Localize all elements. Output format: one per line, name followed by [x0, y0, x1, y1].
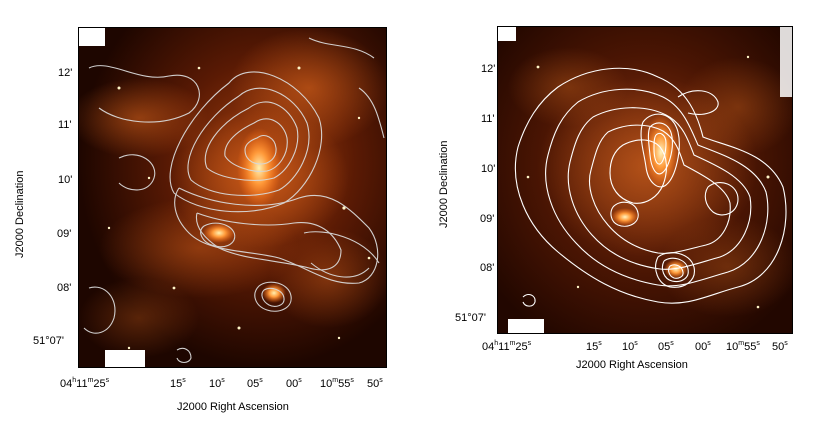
left-y-tick: 09' [57, 228, 72, 240]
left-y-tick: 11' [58, 119, 72, 131]
right-x-tick: 05s [658, 340, 674, 353]
right-y-axis-label: J2000 Declination [438, 140, 450, 228]
right-y-tick: 09' [480, 213, 495, 225]
right-y-tick: 51°07' [455, 312, 486, 324]
left-y-tick: 10' [58, 174, 73, 186]
right-y-tick: 11' [481, 113, 495, 125]
right-x-tick: 50s [772, 340, 788, 353]
left-x-tick: 00s [286, 377, 302, 390]
right-x-tick: 00s [695, 340, 711, 353]
right-y-tick: 10' [481, 163, 496, 175]
right-x-axis-label: J2000 Right Ascension [576, 359, 688, 371]
right-infrared-image [498, 27, 792, 333]
right-x-tick: 04h11m25s [482, 340, 532, 353]
left-x-tick: 10s [209, 377, 225, 390]
left-x-axis-label: J2000 Right Ascension [177, 401, 289, 413]
left-y-tick: 12' [58, 67, 73, 79]
left-infrared-image [79, 28, 386, 367]
left-y-tick: 51°07' [33, 335, 64, 347]
right-y-tick: 08' [480, 262, 495, 274]
left-x-tick: 15s [170, 377, 186, 390]
left-image-frame [78, 27, 387, 368]
left-x-tick: 05s [247, 377, 263, 390]
left-x-tick: 10m55s [320, 377, 354, 390]
left-x-tick: 04h11m25s [60, 377, 110, 390]
right-image-frame [497, 26, 793, 334]
right-x-tick: 10s [622, 340, 638, 353]
left-x-tick: 50s [367, 377, 383, 390]
left-y-tick: 08' [57, 282, 72, 294]
right-x-tick: 10m55s [726, 340, 760, 353]
left-y-axis-label: J2000 Declination [14, 170, 26, 258]
right-y-tick: 12' [481, 63, 496, 75]
right-x-tick: 15s [586, 340, 602, 353]
